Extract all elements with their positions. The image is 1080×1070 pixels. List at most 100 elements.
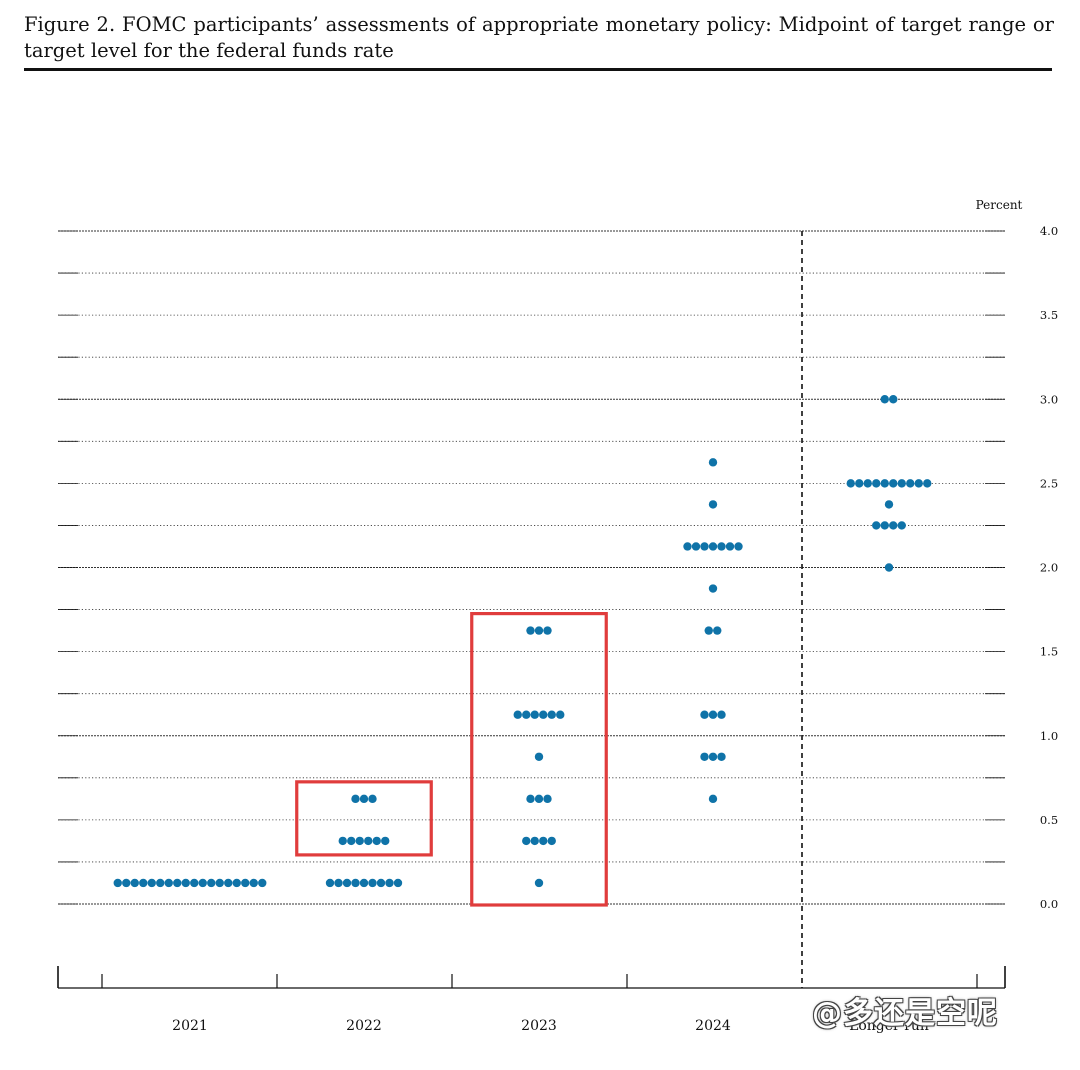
participant-dot	[872, 521, 881, 530]
participant-dot	[708, 458, 718, 467]
participant-dot	[534, 878, 544, 888]
participant-dot	[704, 626, 713, 635]
participant-dot	[691, 542, 701, 551]
figure-title: Figure 2. FOMC participants’ assessments…	[24, 13, 1054, 62]
dots	[113, 395, 932, 888]
participant-dot	[198, 878, 207, 888]
participant-dot	[717, 542, 726, 551]
y-tick-label: 1.5	[1040, 645, 1058, 659]
participant-dot	[534, 794, 544, 804]
participant-dot	[224, 878, 233, 888]
highlight-box	[295, 780, 433, 857]
participant-dot	[708, 542, 718, 551]
x-category-label: 2024	[695, 1018, 731, 1034]
participant-dot	[526, 626, 535, 635]
participant-dot	[872, 479, 881, 488]
participant-dot	[914, 479, 923, 488]
x-category-label: 2021	[172, 1018, 208, 1034]
participant-dot	[368, 794, 377, 804]
y-tick-label: 4.0	[1040, 224, 1058, 238]
participant-dot	[700, 542, 709, 551]
participant-dot	[522, 836, 531, 846]
participant-dot	[376, 878, 386, 888]
participant-dot	[534, 752, 544, 761]
watermark-text: @多还是空呢	[812, 996, 998, 1031]
y-tick-label: 0.5	[1040, 813, 1058, 827]
participant-dot	[556, 710, 565, 719]
participant-dot	[241, 878, 250, 888]
participant-dot	[880, 395, 889, 404]
participant-dot	[923, 479, 932, 488]
participant-dot	[372, 836, 381, 846]
participant-dot	[897, 479, 906, 488]
participant-dot	[897, 521, 906, 530]
participant-dot	[181, 878, 190, 888]
participant-dot	[889, 479, 898, 488]
participant-dot	[889, 521, 898, 530]
participant-dot	[708, 710, 718, 719]
participant-dot	[884, 563, 894, 572]
participant-dot	[734, 542, 743, 551]
participant-dot	[351, 794, 360, 804]
x-category-label: 2023	[521, 1018, 557, 1034]
participant-dot	[342, 878, 352, 888]
participant-dot	[543, 626, 552, 635]
title-rule	[24, 68, 1052, 71]
participant-dot	[122, 878, 131, 888]
participant-dot	[530, 710, 539, 719]
participant-dot	[534, 626, 544, 635]
participant-dot	[547, 836, 556, 846]
participant-dot	[513, 710, 522, 719]
participant-dot	[700, 710, 709, 719]
highlight-box	[470, 611, 608, 907]
participant-dot	[113, 878, 122, 888]
gridlines	[58, 230, 1005, 905]
y-tick-label: 2.0	[1040, 561, 1058, 575]
participant-dot	[522, 710, 531, 719]
participant-dot	[906, 479, 915, 488]
participant-dot	[173, 878, 182, 888]
y-unit-label: Percent	[976, 198, 1023, 212]
participant-dot	[232, 878, 241, 888]
axis-labels: Percent 0.0 0.5 1.0 1.5 2.0 2.5 3.0 3.5 4.0 2021 2…	[172, 198, 1058, 1034]
participant-dot	[351, 878, 360, 888]
y-tick-label: 0.0	[1040, 897, 1058, 911]
y-tick-label: 3.0	[1040, 392, 1058, 406]
participant-dot	[713, 626, 722, 635]
participant-dot	[725, 542, 735, 551]
highlight-boxes	[295, 611, 608, 907]
participant-dot	[863, 479, 872, 488]
participant-dot	[708, 584, 718, 593]
participant-dot	[393, 878, 403, 888]
participant-dot	[846, 479, 855, 488]
participant-dot	[338, 836, 347, 846]
participant-dot	[539, 710, 548, 719]
participant-dot	[543, 794, 552, 804]
participant-dot	[880, 479, 889, 488]
participant-dot	[708, 752, 718, 761]
participant-dot	[190, 878, 199, 888]
participant-dot	[539, 836, 548, 846]
participant-dot	[889, 395, 898, 404]
participant-dot	[249, 878, 258, 888]
participant-dot	[355, 836, 364, 846]
x-category-label: Longer run	[849, 1018, 929, 1034]
participant-dot	[164, 878, 173, 888]
participant-dot	[368, 878, 377, 888]
participant-dot	[547, 710, 556, 719]
participant-dot	[717, 710, 726, 719]
participant-dot	[530, 836, 539, 846]
participant-dot	[156, 878, 165, 888]
participant-dot	[147, 878, 156, 888]
participant-dot	[347, 836, 356, 846]
participant-dot	[884, 500, 894, 509]
participant-dot	[708, 794, 718, 804]
participant-dot	[130, 878, 139, 888]
axes	[57, 231, 1006, 989]
participant-dot	[683, 542, 692, 551]
y-tick-label: 2.5	[1040, 476, 1058, 490]
participant-dot	[359, 878, 369, 888]
x-category-label: 2022	[346, 1018, 382, 1034]
participant-dot	[381, 836, 390, 846]
